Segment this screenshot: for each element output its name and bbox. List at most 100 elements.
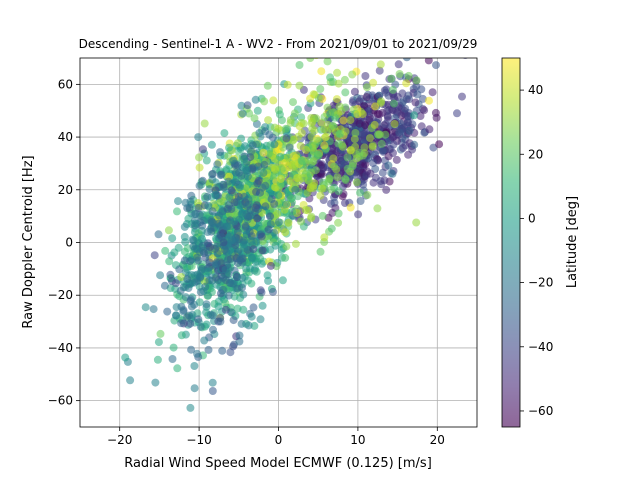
data-point xyxy=(222,165,231,174)
data-point xyxy=(195,153,203,162)
colorbar-gradient xyxy=(501,57,521,428)
data-point xyxy=(268,287,277,296)
data-point xyxy=(297,113,306,122)
data-point xyxy=(354,210,363,219)
data-point xyxy=(424,58,433,65)
colorbar-tick-label: −60 xyxy=(528,404,553,418)
data-point xyxy=(247,312,256,321)
data-point xyxy=(398,89,407,98)
data-point xyxy=(373,204,382,213)
data-point xyxy=(363,191,372,199)
data-point xyxy=(340,75,349,84)
data-point xyxy=(265,130,274,139)
data-point xyxy=(375,130,384,139)
data-point xyxy=(416,112,425,120)
data-point xyxy=(202,156,211,165)
y-tick-label: −60 xyxy=(48,394,73,408)
data-point xyxy=(213,249,222,258)
data-point xyxy=(250,114,259,123)
data-point xyxy=(156,329,165,338)
data-point xyxy=(353,110,362,119)
data-point xyxy=(258,183,267,192)
data-point xyxy=(252,267,261,276)
data-point xyxy=(281,253,290,262)
data-point xyxy=(190,384,199,393)
data-point xyxy=(295,81,304,90)
data-point xyxy=(184,284,193,292)
data-point xyxy=(258,301,267,310)
data-point xyxy=(212,273,221,282)
data-point xyxy=(284,218,293,227)
data-point xyxy=(251,95,260,104)
data-point xyxy=(412,82,421,91)
data-point xyxy=(177,319,186,328)
data-point xyxy=(343,153,352,162)
data-point xyxy=(193,253,202,262)
data-point xyxy=(266,261,275,270)
data-point xyxy=(173,207,181,216)
data-point xyxy=(238,283,246,292)
data-point xyxy=(281,124,290,133)
data-point xyxy=(266,212,275,221)
data-point xyxy=(282,242,291,251)
data-point xyxy=(431,108,440,117)
data-point xyxy=(332,165,341,174)
data-point xyxy=(388,106,397,115)
data-point xyxy=(328,121,337,130)
data-point xyxy=(203,192,212,201)
data-point xyxy=(196,322,205,331)
data-point xyxy=(270,140,279,149)
data-point xyxy=(395,70,404,78)
data-point xyxy=(271,241,280,250)
data-point xyxy=(390,99,398,108)
data-point xyxy=(141,303,150,312)
data-point xyxy=(240,192,249,201)
data-point xyxy=(166,270,175,279)
data-point xyxy=(333,173,342,182)
scatter-points xyxy=(121,58,468,412)
data-point xyxy=(288,207,297,216)
data-point xyxy=(334,209,343,218)
data-point xyxy=(200,336,209,345)
data-point xyxy=(221,265,230,274)
data-point xyxy=(348,162,357,171)
data-point xyxy=(335,102,344,111)
data-point xyxy=(219,183,228,192)
data-point xyxy=(323,103,332,112)
data-point xyxy=(458,92,466,101)
data-point xyxy=(213,242,221,251)
data-point xyxy=(299,174,308,182)
data-point xyxy=(321,133,330,141)
data-point xyxy=(214,302,223,311)
data-point xyxy=(341,127,350,136)
colorbar-ticks: −60 −40 −20 0 20 40 xyxy=(520,83,553,418)
data-point xyxy=(341,174,350,183)
data-point xyxy=(334,79,343,88)
data-point xyxy=(198,242,207,250)
data-point xyxy=(177,302,186,311)
data-point xyxy=(183,313,191,322)
data-point xyxy=(216,317,225,326)
data-point xyxy=(191,219,200,228)
data-point xyxy=(244,321,253,330)
data-point xyxy=(209,325,217,334)
data-point xyxy=(366,134,374,143)
data-point xyxy=(163,307,172,316)
data-point xyxy=(402,79,411,88)
data-point xyxy=(328,144,337,153)
data-point xyxy=(238,273,247,282)
data-point xyxy=(168,355,177,363)
data-point xyxy=(425,125,434,134)
data-point xyxy=(246,206,255,214)
data-point xyxy=(277,165,286,174)
data-point xyxy=(376,60,385,69)
data-point xyxy=(297,129,306,137)
data-point xyxy=(243,101,252,110)
colorbar-tick-label: −20 xyxy=(528,276,553,290)
data-point xyxy=(226,348,235,357)
data-point xyxy=(346,146,355,154)
data-point xyxy=(164,226,173,235)
data-point xyxy=(220,129,229,138)
data-point xyxy=(219,285,228,294)
data-point xyxy=(316,191,325,200)
